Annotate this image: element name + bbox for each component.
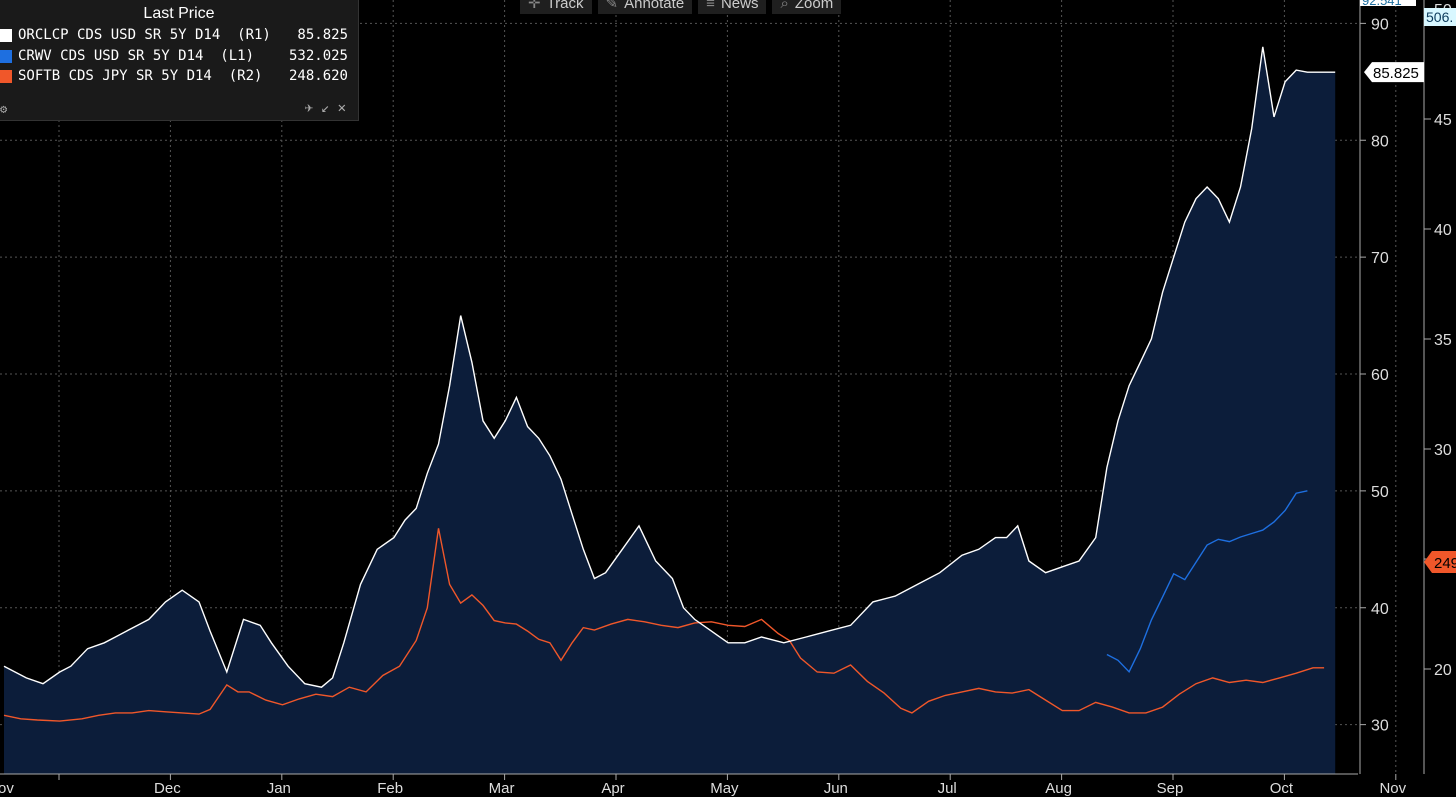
legend-item-name: ORCLCP CDS USD SR 5Y D14 (R1) xyxy=(18,27,271,43)
axis-x-label: Sep xyxy=(1157,780,1184,797)
track-button[interactable]: ✛ Track xyxy=(520,0,592,14)
axis-x-label: Aug xyxy=(1045,780,1072,797)
axis-x-label: Jan xyxy=(267,780,291,797)
r1-top-tag xyxy=(1360,0,1416,6)
legend-swatch-blue xyxy=(0,49,12,63)
last-price-tags: 85.825 92.541 506. 249 xyxy=(1360,0,1456,573)
pin-icon[interactable]: ✈ xyxy=(304,100,322,116)
axis-r1-label: 90 xyxy=(1371,16,1389,33)
axis-far-label: 35 xyxy=(1434,332,1452,349)
axis-x-label: May xyxy=(710,780,739,797)
r1-last-tag xyxy=(1364,62,1424,83)
axis-x-label: ov xyxy=(0,780,14,797)
orclcp-line xyxy=(3,46,1336,688)
legend-item-softb[interactable]: SOFTB CDS JPY SR 5Y D14 (R2) 248.620 xyxy=(0,66,358,87)
legend-title: Last Price xyxy=(143,5,215,22)
legend-window-controls: ✈↙✕ xyxy=(305,100,354,116)
r2-last-tag xyxy=(1424,551,1456,573)
axis-r1-label: 60 xyxy=(1371,367,1389,384)
close-icon[interactable]: ✕ xyxy=(337,100,354,116)
axis-far-label: 40 xyxy=(1434,222,1452,239)
legend-swatch-orange xyxy=(0,70,12,83)
legend-item-name: SOFTB CDS JPY SR 5Y D14 (R2) xyxy=(18,68,263,84)
legend-swatch-white xyxy=(0,29,12,42)
zoom-button[interactable]: ⌕ Zoom xyxy=(772,0,842,14)
axis-x: ov Dec Jan Feb Mar Apr May Jun Jul Aug Sep Oct Nov xyxy=(0,773,1407,797)
news-label: News xyxy=(720,0,759,12)
legend-item-value: 248.620 xyxy=(288,68,348,84)
axis-r1-label: 50 xyxy=(1371,484,1389,501)
zoom-label: Zoom xyxy=(794,0,834,12)
magnifier-icon: ⌕ xyxy=(780,0,789,12)
chart-toolbar: ✛ Track ✎ Annotate ≡ News ⌕ Zoom xyxy=(520,0,842,14)
annotate-label: Annotate xyxy=(624,0,685,12)
axis-r1: 30 40 50 60 70 80 90 xyxy=(1359,0,1389,774)
legend-item-value: 85.825 xyxy=(297,27,348,43)
annotate-button[interactable]: ✎ Annotate xyxy=(597,0,693,14)
legend-panel[interactable]: Last Price ORCLCP CDS USD SR 5Y D14 (R1)… xyxy=(0,0,359,121)
axis-x-label: Feb xyxy=(377,780,403,797)
crwv-line xyxy=(1106,490,1308,674)
r2-last-tag-text: 249 xyxy=(1434,555,1456,572)
axis-far-label: 30 xyxy=(1434,442,1452,459)
axis-far-label: 20 xyxy=(1434,662,1452,679)
axis-x-label: Dec xyxy=(154,780,181,797)
softb-line xyxy=(3,528,1325,722)
axis-x-label: Jun xyxy=(824,780,848,797)
collapse-icon[interactable]: ↙ xyxy=(321,100,338,116)
news-icon: ≡ xyxy=(706,0,715,12)
axis-r1-label: 80 xyxy=(1371,133,1389,150)
legend-item-value: 532.025 xyxy=(288,47,348,64)
axis-x-label: Jul xyxy=(938,780,957,797)
chart-series-lines xyxy=(3,46,1336,722)
l1-top-tag-text: 506. xyxy=(1426,9,1453,25)
pencil-icon: ✎ xyxy=(605,0,619,12)
chart-area-fill xyxy=(4,46,1336,775)
axis-x-label: Nov xyxy=(1379,780,1406,797)
legend-item-crwv[interactable]: CRWV CDS USD SR 5Y D14 (L1) 532.025 xyxy=(0,46,358,67)
legend-item-orclcp[interactable]: ORCLCP CDS USD SR 5Y D14 (R1) 85.825 xyxy=(0,25,358,46)
crosshair-icon: ✛ xyxy=(528,0,541,12)
legend-settings-icon[interactable]: ⚙ xyxy=(0,102,8,116)
legend-item-name: CRWV CDS USD SR 5Y D14 (L1) xyxy=(18,47,255,64)
r1-top-tag-text: 92.541 xyxy=(1362,0,1402,8)
axis-x-label: Mar xyxy=(489,780,515,797)
axis-r1-label: 70 xyxy=(1371,250,1389,267)
orclcp-area xyxy=(4,46,1336,775)
r1-last-tag-text: 85.825 xyxy=(1373,65,1419,82)
axis-x-label: Oct xyxy=(1270,780,1294,797)
axis-x-label: Apr xyxy=(601,780,624,797)
axis-r1-label: 30 xyxy=(1371,718,1389,735)
track-label: Track xyxy=(546,0,584,12)
axis-r1-label: 40 xyxy=(1371,601,1389,618)
news-button[interactable]: ≡ News xyxy=(698,0,767,14)
l1-top-tag xyxy=(1424,8,1456,26)
axis-far-label: 45 xyxy=(1434,112,1452,129)
axis-far-right: 20253035404550 xyxy=(1423,0,1452,774)
